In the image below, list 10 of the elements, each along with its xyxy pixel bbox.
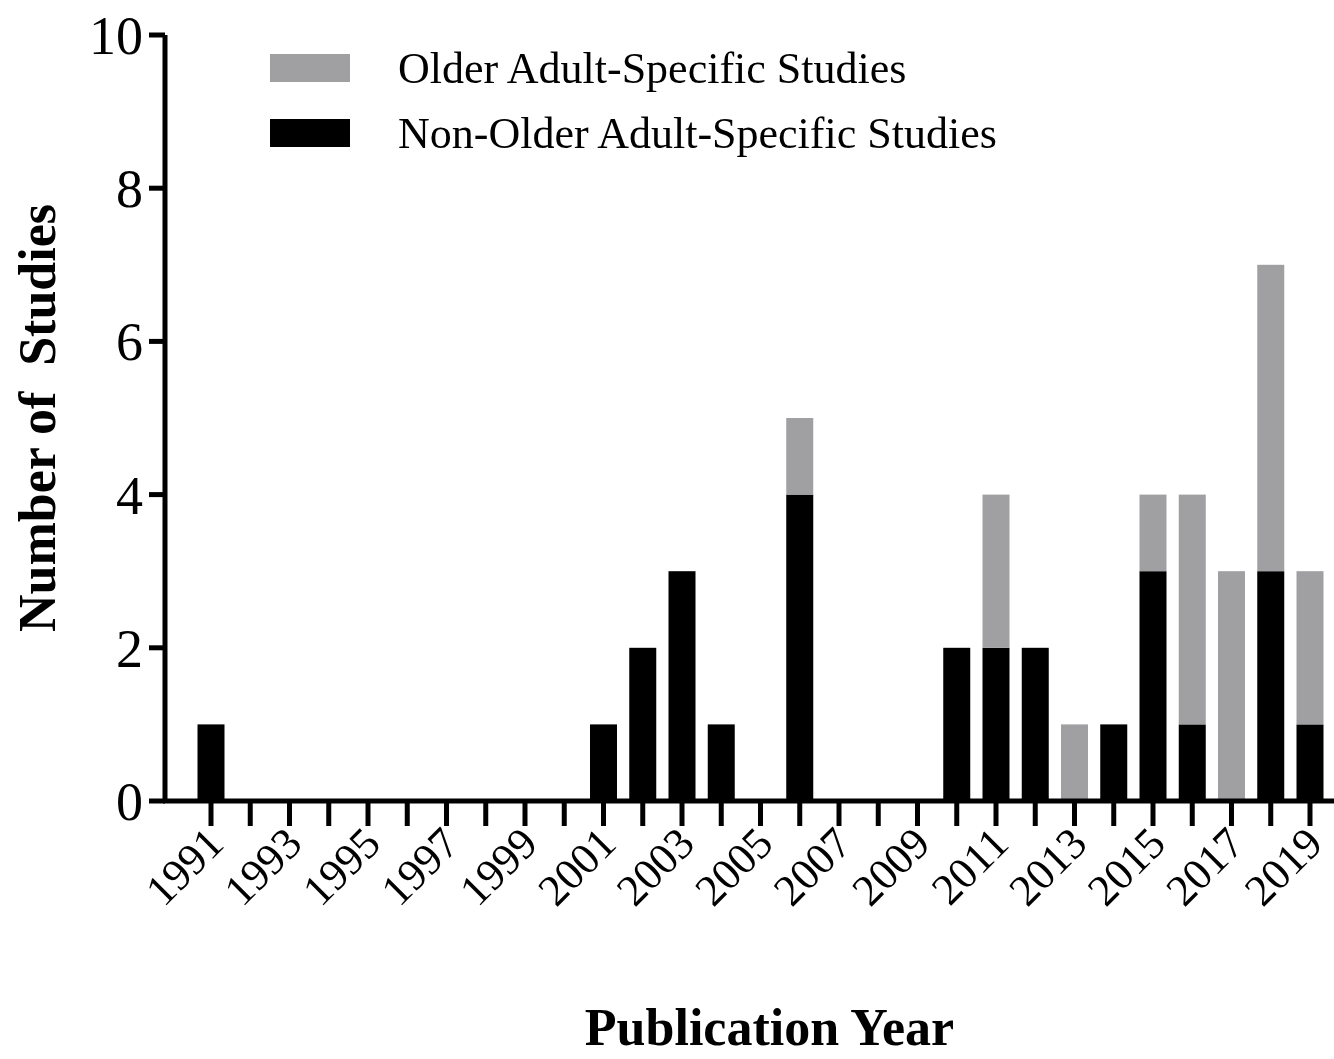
y-tick-label: 4 <box>116 465 143 526</box>
y-tick-label: 6 <box>116 312 143 373</box>
x-axis-title: Publication Year <box>584 999 955 1056</box>
y-tick-label: 8 <box>116 159 143 220</box>
legend-label: Non-Older Adult-Specific Studies <box>398 109 997 159</box>
y-tick-label: 2 <box>116 618 143 679</box>
y-axis-title: Number of Studies <box>9 203 66 633</box>
y-tick-label: 10 <box>89 5 143 66</box>
y-tick-label: 0 <box>116 771 143 832</box>
legend-label: Older Adult-Specific Studies <box>398 44 907 94</box>
